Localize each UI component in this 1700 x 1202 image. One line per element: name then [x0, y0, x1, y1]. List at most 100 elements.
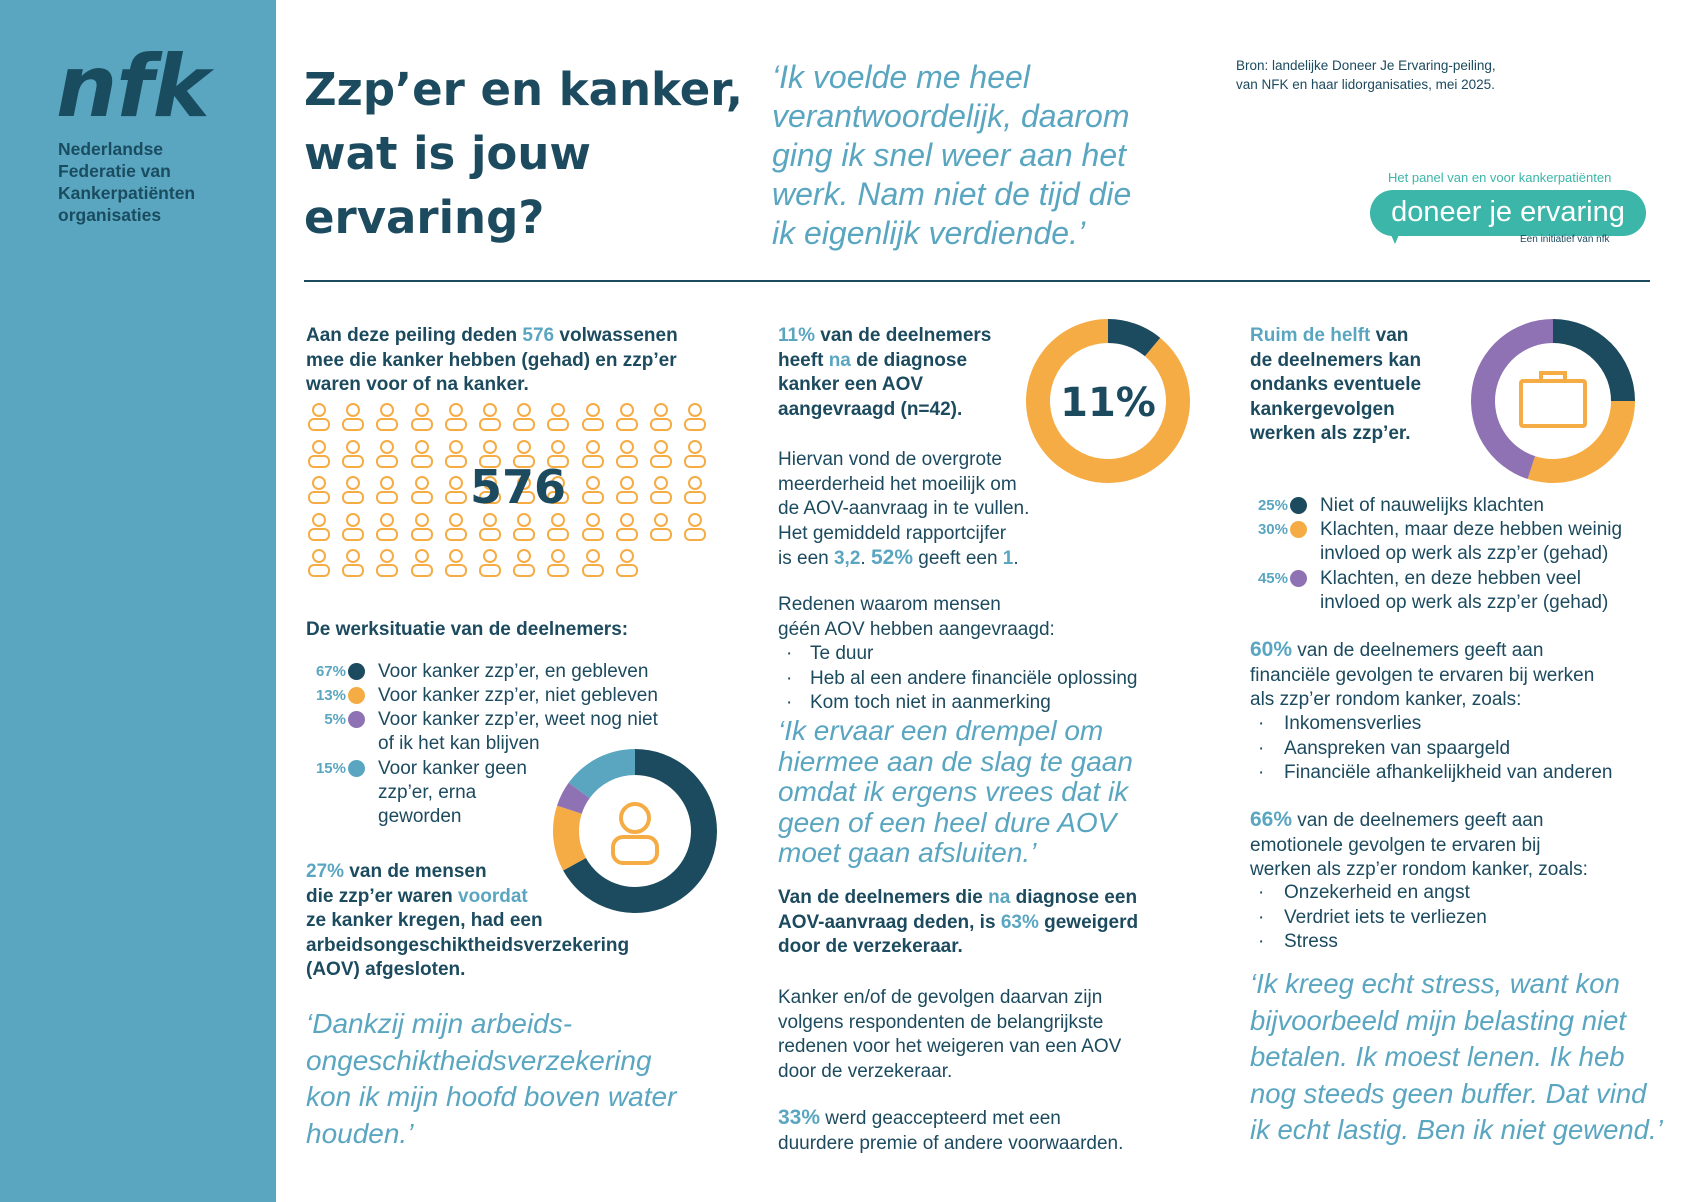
- donut-slice: [1108, 319, 1161, 357]
- sidebar: nfk Nederlandse Federatie van Kankerpati…: [0, 0, 276, 1202]
- text-line: duurdere premie of andere voorwaarden.: [778, 1132, 1124, 1154]
- quote-line: verantwoordelijk, daarom: [772, 98, 1130, 134]
- aov-line: ze kanker kregen, had een: [306, 910, 543, 931]
- text-line: de AOV-aanvraag in te vullen.: [778, 498, 1030, 519]
- legend-dot: [348, 663, 365, 680]
- text-line: Van de deelnemers die: [778, 887, 989, 908]
- person-icon: [479, 512, 501, 541]
- person-icon: [342, 549, 365, 577]
- legend-pct: 30%: [1257, 521, 1288, 538]
- text-line: AOV-aanvraag deden, is: [778, 911, 1001, 933]
- person-icon: [547, 476, 570, 504]
- legend-label: invloed op werk als zzp’er (gehad): [1320, 543, 1609, 564]
- quote-line: ‘Ik kreeg echt stress, want kon: [1250, 968, 1620, 999]
- text-line: volgens respondenten de belangrijkste: [778, 1011, 1104, 1033]
- person-icon: [611, 802, 659, 865]
- list-item: · Onzekerheid en angst: [1258, 882, 1470, 903]
- person-icon: [444, 403, 467, 431]
- title-line: Zzp’er en kanker,: [304, 63, 743, 116]
- legend-dot: [1290, 497, 1307, 514]
- pct-value: 60%: [1250, 638, 1293, 661]
- legend-dot: [348, 687, 365, 704]
- person-icon: [376, 512, 399, 541]
- person-icon: [684, 476, 707, 504]
- person-icon: [376, 476, 399, 504]
- text-line: als zzp’er rondom kanker, zoals:: [1250, 689, 1522, 710]
- quote-line: omdat ik ergens vrees dat ik: [778, 776, 1129, 807]
- list-item-label: Aanspreken van spaargeld: [1284, 737, 1511, 759]
- list-item: · Te duur: [786, 643, 874, 664]
- person-icon: [410, 403, 433, 431]
- ruim-de-helft-text: Ruim de helft van de deelnemers kan onda…: [1250, 324, 1421, 447]
- legend-pct: 25%: [1257, 497, 1288, 514]
- person-icon: [650, 403, 672, 431]
- title-line: wat is jouw: [304, 127, 591, 180]
- head-line: heeft: [778, 349, 829, 371]
- head-line: aangevraagd (n=42).: [778, 398, 963, 420]
- text-line: werken als zzp’er.: [1250, 423, 1411, 444]
- head-line: kanker een AOV: [778, 374, 924, 395]
- donut-label: 11%: [1060, 380, 1156, 426]
- person-icon: [581, 512, 604, 541]
- quote-line: ongeschiktheidsverzekering: [306, 1044, 652, 1076]
- person-icon: [410, 512, 433, 541]
- header-divider: [304, 280, 1650, 282]
- quote-line: betalen. Ik moest lenen. Ik heb: [1250, 1041, 1625, 1072]
- geaccepteerd-text: 33% werd geaccepteerd met een duurdere p…: [778, 1106, 1123, 1156]
- highlight: Ruim de helft: [1250, 325, 1371, 346]
- person-icon: [615, 549, 638, 577]
- list-item-label: Stress: [1284, 931, 1338, 952]
- header-quote: ‘Ik voelde me heel verantwoordelijk, daa…: [772, 58, 1131, 253]
- source-note: Bron: landelijke Doneer Je Ervaring-peil…: [1236, 56, 1496, 94]
- person-icon: [376, 439, 399, 468]
- person-icon: [581, 476, 604, 504]
- text-line: Hiervan vond de overgrote: [778, 449, 1002, 470]
- list-item-label: Heb al een andere financiële oplossing: [810, 667, 1138, 689]
- list-item-label: Inkomensverlies: [1284, 713, 1422, 734]
- quote-line: kon ik mijn hoofd boven water: [306, 1081, 677, 1112]
- legend-label: of ik het kan blijven: [378, 733, 540, 754]
- participants-pictogram: 576: [306, 402, 718, 592]
- text-line: door de verzekeraar.: [778, 1060, 953, 1082]
- person-icon: [479, 403, 501, 431]
- pct-value: 52%: [870, 546, 913, 569]
- hiervan-text: Hiervan vond de overgrote meerderheid he…: [778, 448, 1029, 572]
- quote-stress: ‘Ik kreeg echt stress, want kon bijvoorb…: [1250, 966, 1663, 1149]
- person-icon: [684, 403, 707, 431]
- legend-label: invloed op werk als zzp’er (gehad): [1320, 592, 1609, 613]
- person-icon: [581, 549, 604, 577]
- person-icon: [308, 403, 330, 431]
- person-icon: [376, 549, 399, 577]
- text-line: ondanks eventuele: [1250, 374, 1422, 395]
- person-icon: [615, 512, 638, 541]
- quote-line: geen of een heel dure AOV: [778, 806, 1117, 838]
- donut-slice: [568, 749, 635, 799]
- weigering-reden-text: Kanker en/of de gevolgen daarvan zijn vo…: [778, 986, 1121, 1084]
- person-icon: [684, 439, 707, 468]
- emotionele-list: · Onzekerheid en angst · Verdriet iets te …: [1258, 881, 1487, 955]
- legend-label: Voor kanker zzp’er, en gebleven: [378, 661, 649, 682]
- organisation-name: Nederlandse Federatie van Kankerpatiënte…: [58, 138, 195, 226]
- quote-aov: ‘Dankzij mijn arbeids- ongeschiktheidsve…: [306, 1006, 676, 1152]
- legend-label: Klachten, en deze hebben veel: [1320, 568, 1581, 589]
- legend-dot: [1290, 521, 1307, 538]
- quote-line: ik echt lastig. Ben ik niet gewend.’: [1250, 1114, 1663, 1145]
- intro-count: 576: [522, 325, 555, 346]
- person-icon: [410, 439, 433, 468]
- badge-subline: Een initiatief van nfk: [1520, 234, 1610, 245]
- text-line: Het gemiddeld rapportcijfer: [778, 522, 1007, 544]
- legend-label: Niet of nauwelijks klachten: [1320, 495, 1544, 516]
- legend-pct: 45%: [1257, 570, 1288, 587]
- highlight: na: [988, 887, 1011, 908]
- person-icon: [444, 549, 467, 577]
- aov-line: van de mensen: [344, 861, 487, 882]
- list-item-label: Financiële afhankelijkheid van anderen: [1284, 762, 1613, 783]
- person-icon: [615, 476, 638, 504]
- text-line: diagnose een: [1010, 887, 1138, 908]
- text-line: van de deelnemers geeft aan: [1292, 640, 1544, 661]
- person-icon: [410, 476, 433, 504]
- org-line: Nederlandse: [58, 139, 164, 159]
- list-item: · Kom toch niet in aanmerking: [786, 692, 1051, 713]
- text-line: Redenen waarom mensen: [778, 594, 1001, 615]
- text-line: redenen voor het weigeren van een AOV: [778, 1036, 1122, 1057]
